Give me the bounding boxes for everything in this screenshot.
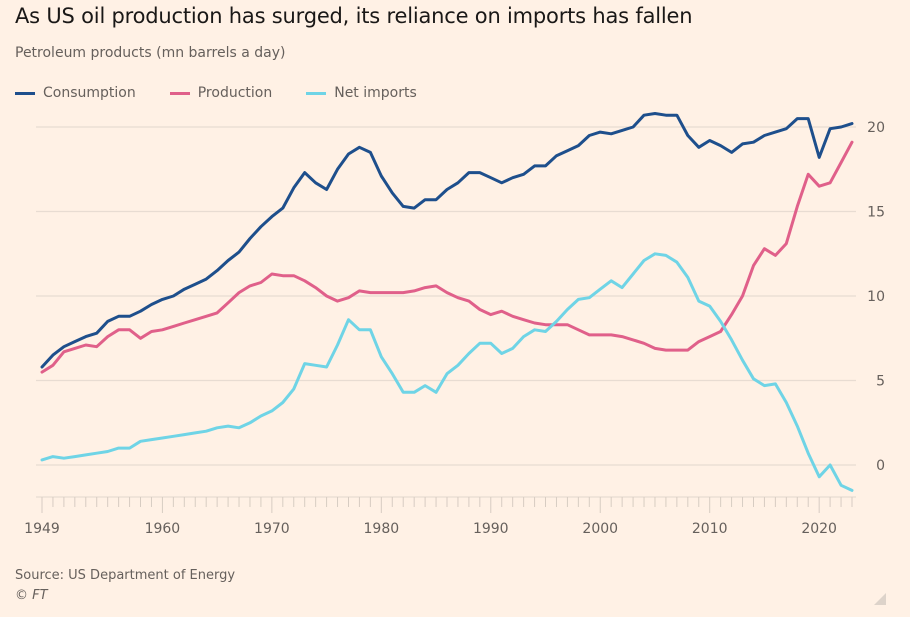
resize-handle-icon: [874, 593, 886, 605]
chart-subtitle: Petroleum products (mn barrels a day): [15, 45, 286, 61]
x-tick-label: 2000: [582, 521, 618, 537]
y-tick-label: 10: [867, 289, 885, 305]
x-tick-label: 1980: [364, 521, 400, 537]
legend-swatch-net-imports: [306, 91, 327, 95]
legend-item-net-imports: Net imports: [306, 85, 417, 101]
gridlines: [36, 126, 856, 466]
series-lines: [40, 112, 854, 492]
series-line-production: [40, 140, 854, 374]
x-tick-label: 2010: [692, 521, 728, 537]
x-tick-label: 1960: [145, 521, 181, 537]
y-tick-label: 15: [867, 205, 885, 221]
legend-item-production: Production: [169, 85, 273, 101]
legend: Consumption Production Net imports: [15, 85, 417, 101]
legend-label-consumption: Consumption: [43, 85, 136, 101]
series-line-net-imports: [40, 252, 854, 492]
legend-swatch-production: [169, 91, 190, 95]
legend-swatch-consumption: [15, 91, 35, 95]
legend-label-net-imports: Net imports: [334, 85, 417, 101]
y-tick-label: 5: [876, 374, 885, 390]
legend-item-consumption: Consumption: [15, 85, 136, 101]
x-axis: 1949 1960 1970 1980 1990 2000 2010 2020: [24, 496, 856, 537]
chart-title: As US oil production has surged, its rel…: [15, 4, 693, 28]
x-tick-label: 2020: [801, 521, 837, 537]
series-line-consumption: [40, 112, 854, 369]
x-tick-label: 1970: [254, 521, 290, 537]
copyright-note: © FT: [15, 588, 48, 603]
y-tick-label: 20: [867, 120, 885, 136]
y-tick-label: 0: [876, 458, 885, 474]
source-note: Source: US Department of Energy: [15, 568, 236, 583]
legend-label-production: Production: [197, 85, 273, 101]
x-tick-label: 1990: [473, 521, 509, 537]
y-axis: 0 5 10 15 20: [867, 120, 885, 474]
x-tick-label: 1949: [24, 521, 60, 537]
